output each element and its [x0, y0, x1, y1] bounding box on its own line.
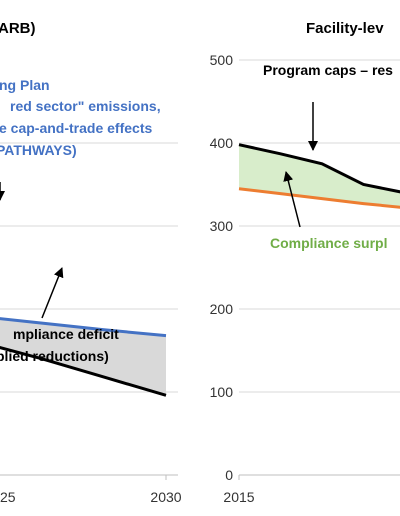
- deficit-shaded-area: [0, 318, 166, 396]
- right-y-tick-label: 300: [210, 218, 234, 234]
- right-gridlines: [238, 59, 400, 480]
- surplus-shaded-area: [239, 144, 400, 208]
- left-x-tick-label: 25: [0, 489, 16, 505]
- right-x-tick-label: 2015: [223, 489, 254, 505]
- right-y-tick-labels: 0 100 200 300 400 500: [210, 52, 234, 483]
- right-green-annotation-arrow: [283, 171, 301, 228]
- annotation-line: e cap-and-trade effects: [0, 120, 152, 136]
- right-black-annotation: Program caps – res: [263, 62, 393, 78]
- annotation-line: plied reductions): [0, 348, 109, 364]
- series-line-black: [238, 143, 400, 194]
- right-chart-title: Facility-lev: [306, 20, 384, 37]
- left-chart-panel: ARB) 25 2030 ng Plan red sector" emissio…: [0, 20, 182, 505]
- left-black-annotation: mpliance deficit plied reductions): [0, 326, 119, 364]
- left-x-tick-label: 2030: [150, 489, 181, 505]
- left-chart-title: ARB): [0, 20, 36, 37]
- left-black-annotation-arrow: [41, 267, 64, 319]
- annotation-line: red sector" emissions,: [10, 98, 161, 114]
- right-chart-panel: Facility-lev 0 100 200 300 400 500 2015 Progr…: [210, 20, 400, 505]
- annotation-line: ng Plan: [0, 77, 50, 93]
- right-y-tick-label: 100: [210, 384, 234, 400]
- left-gridlines: [0, 142, 178, 480]
- right-y-tick-label: 400: [210, 135, 234, 151]
- right-y-tick-label: 200: [210, 301, 234, 317]
- annotation-line: mpliance deficit: [13, 326, 119, 342]
- left-plot-area: [0, 317, 167, 397]
- series-line-black: [0, 346, 167, 397]
- right-y-tick-label: 0: [225, 467, 233, 483]
- left-blue-annotation: ng Plan red sector" emissions, e cap-and…: [0, 77, 161, 158]
- right-plot-area: [238, 143, 400, 209]
- annotation-line: PATHWAYS): [0, 142, 77, 158]
- right-green-annotation: Compliance surpl: [270, 235, 387, 251]
- right-y-tick-label: 500: [210, 52, 234, 68]
- series-line-orange: [238, 187, 400, 209]
- series-line-blue: [0, 317, 167, 338]
